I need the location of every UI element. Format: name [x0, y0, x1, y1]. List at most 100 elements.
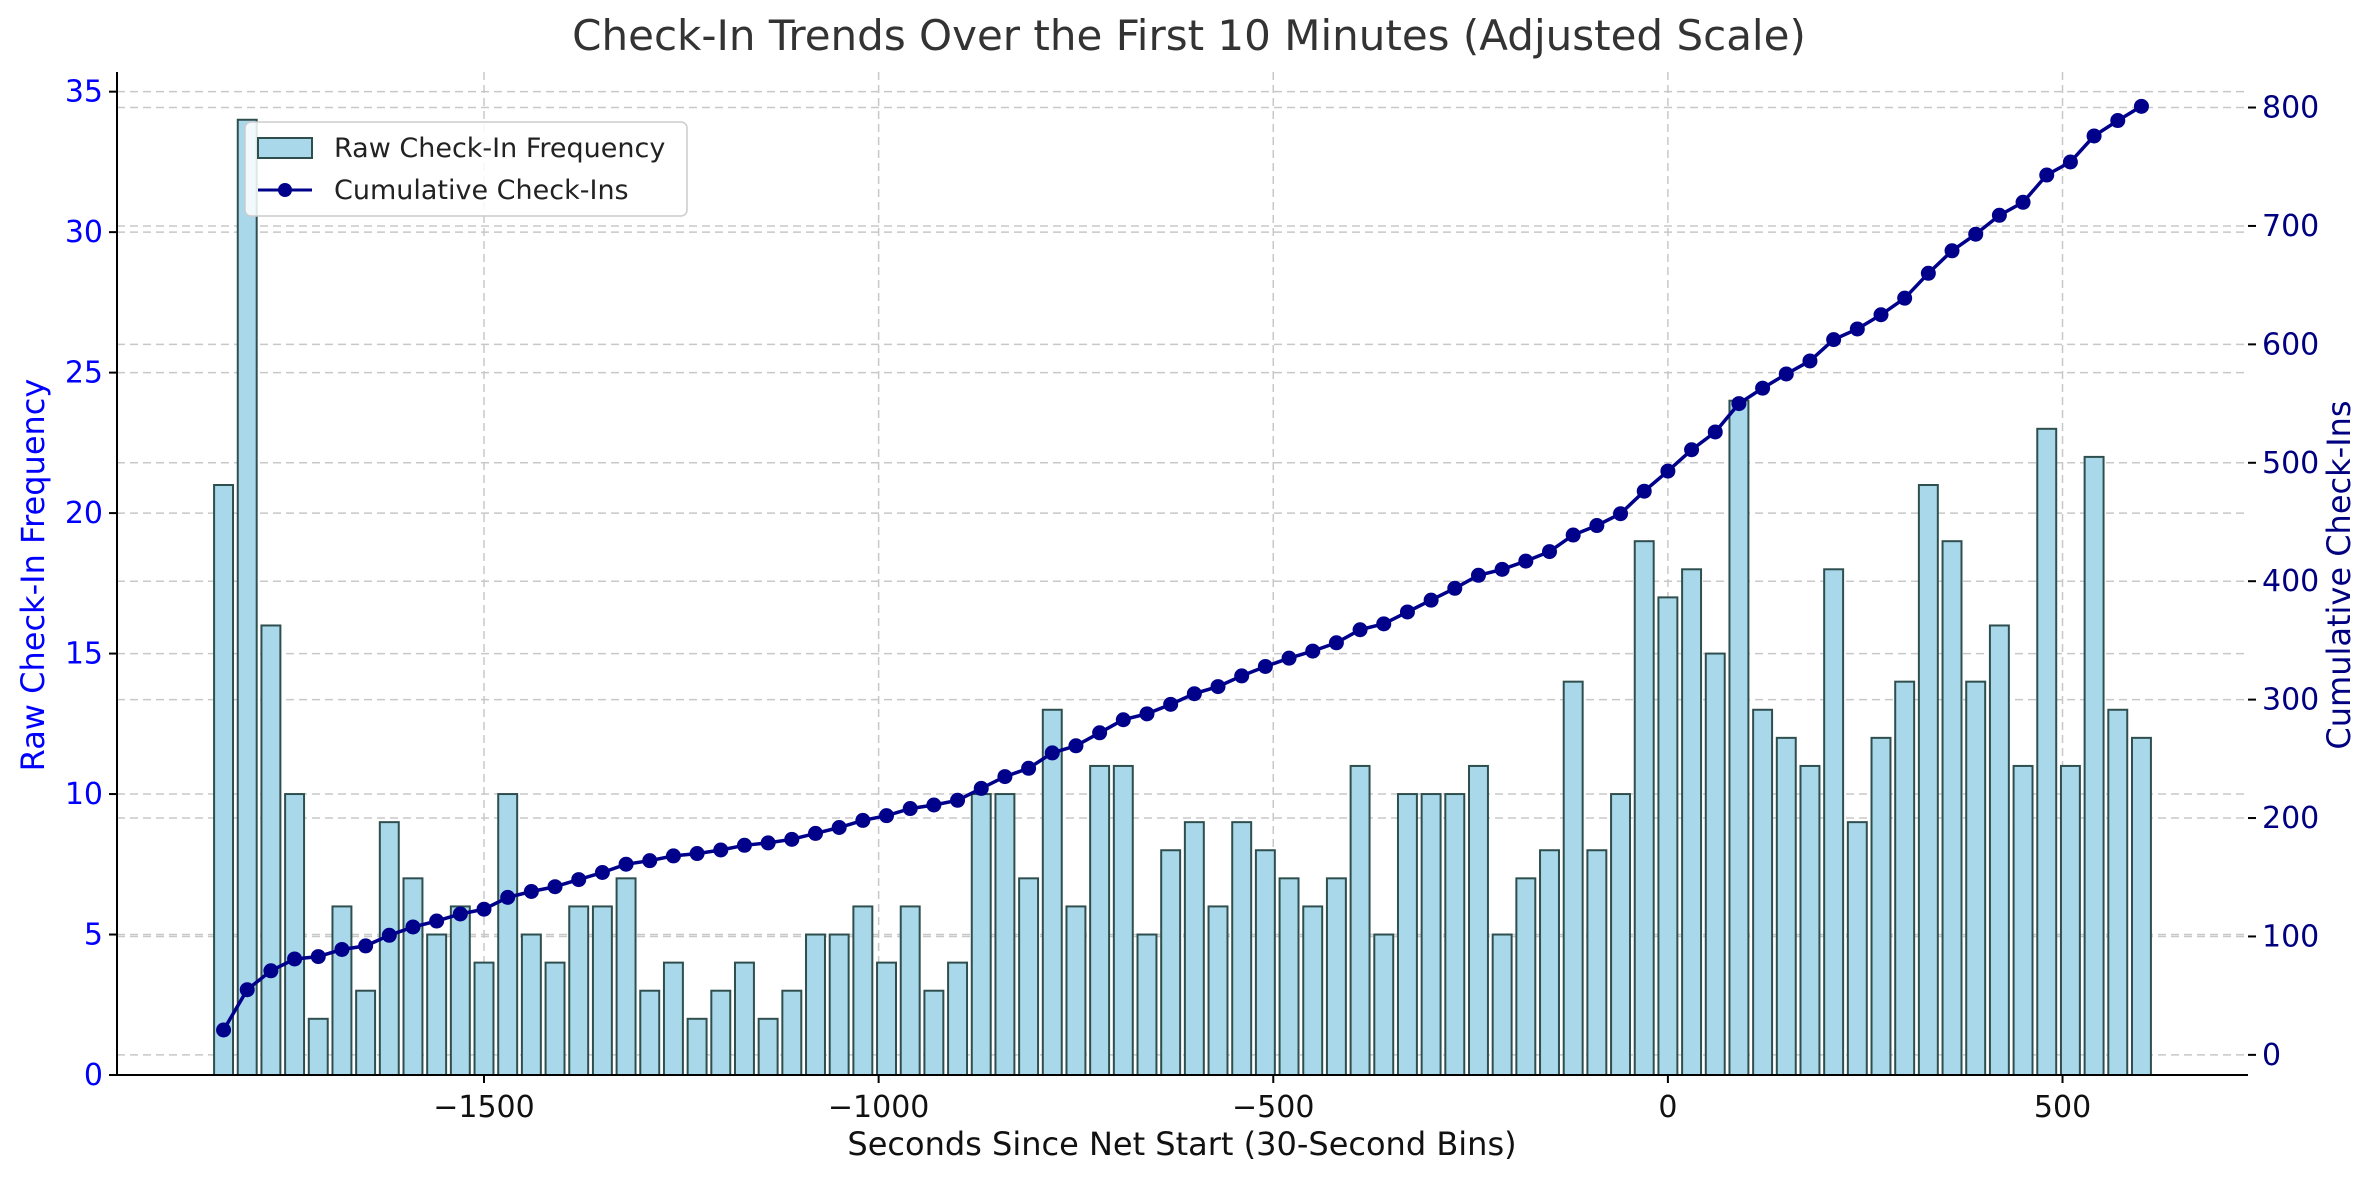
x-tick-label: −1500 — [433, 1090, 534, 1125]
bar — [1752, 708, 1774, 1076]
bar — [1183, 821, 1205, 1077]
cumulative-point — [2086, 128, 2102, 144]
bar — [378, 821, 400, 1077]
bar — [1444, 793, 1466, 1076]
bar — [1846, 821, 1868, 1077]
cumulative-point — [1968, 226, 1984, 242]
legend: Raw Check-In Frequency Cumulative Check-… — [244, 121, 688, 217]
bar — [1988, 624, 2010, 1076]
cumulative-point — [1021, 760, 1037, 776]
bar — [1823, 568, 1845, 1076]
x-axis-label: Seconds Since Net Start (30-Second Bins) — [847, 1125, 1516, 1163]
axes — [116, 72, 2248, 1076]
cumulative-point — [287, 951, 303, 967]
cumulative-point — [1068, 738, 1084, 754]
cumulative-point — [713, 842, 729, 858]
cumulative-point — [381, 927, 397, 943]
cumulative-point — [665, 848, 681, 864]
bar — [426, 933, 448, 1076]
legend-line-marker — [278, 183, 292, 197]
cumulative-point — [1613, 506, 1629, 522]
bar — [781, 989, 803, 1077]
left-tick-label: 0 — [84, 1058, 103, 1093]
right-tick-label: 400 — [2262, 564, 2319, 599]
cumulative-point — [1470, 567, 1486, 583]
bar — [970, 793, 992, 1076]
bar — [876, 961, 897, 1076]
cumulative-point — [571, 872, 587, 888]
x-tick-label: −500 — [1232, 1090, 1314, 1125]
bar — [1775, 736, 1797, 1076]
bar — [1349, 764, 1371, 1076]
bar — [355, 989, 377, 1077]
right-tick-label: 0 — [2262, 1038, 2281, 1073]
cumulative-point — [358, 938, 374, 954]
cumulative-point — [1684, 442, 1700, 458]
bar — [236, 118, 258, 1076]
cumulative-point — [547, 879, 563, 895]
cumulative-point — [1376, 616, 1392, 632]
bar — [1065, 905, 1087, 1077]
cumulative-point — [429, 913, 445, 929]
cumulative-point — [855, 812, 871, 828]
bar — [1041, 708, 1063, 1076]
bar — [1396, 793, 1418, 1076]
legend-box — [244, 121, 688, 217]
right-tick-label: 800 — [2262, 91, 2319, 126]
left-tick-label: 5 — [84, 918, 103, 953]
cumulative-point — [216, 1022, 232, 1038]
right-tick-label: 200 — [2262, 801, 2319, 836]
bar — [331, 905, 353, 1077]
bar — [615, 877, 637, 1076]
bars — [213, 118, 2152, 1077]
left-tick-label: 25 — [65, 356, 103, 391]
cumulative-point — [1092, 725, 1108, 741]
cumulative-point — [1873, 307, 1889, 323]
bar — [473, 961, 495, 1076]
bar — [1325, 877, 1347, 1076]
cumulative-point — [1944, 243, 1960, 259]
bar — [2036, 427, 2058, 1076]
cumulative-point — [500, 889, 516, 905]
bar — [828, 933, 850, 1076]
cumulative-point — [1139, 706, 1155, 722]
right-tick-label: 300 — [2262, 683, 2319, 718]
bar — [1231, 821, 1253, 1077]
cumulative-point — [2015, 194, 2031, 210]
bar — [1539, 849, 1560, 1076]
bar — [1468, 764, 1489, 1076]
bar — [1207, 905, 1229, 1077]
cumulative-point — [2133, 98, 2149, 114]
cumulative-point — [452, 906, 468, 922]
bar — [213, 484, 235, 1076]
bar — [2107, 708, 2129, 1076]
left-tick-label: 35 — [65, 75, 103, 110]
cumulative-point — [879, 808, 895, 824]
cumulative-point — [1044, 745, 1060, 761]
left-tick-label: 20 — [65, 496, 103, 531]
cumulative-point — [1423, 592, 1439, 608]
bar — [1586, 849, 1608, 1076]
bar — [1870, 736, 1892, 1076]
cumulative-point — [1115, 712, 1131, 728]
bar — [1894, 680, 1916, 1077]
cumulative-point — [1399, 604, 1415, 620]
right-axis-ticks: 0 100 200 300 400 500 600 700 800 — [2248, 91, 2319, 1073]
bar — [686, 1017, 708, 1076]
cumulative-point — [1991, 207, 2007, 223]
bar — [1160, 849, 1182, 1076]
bar — [1302, 905, 1324, 1077]
cumulative-point — [405, 919, 421, 935]
cumulative-point — [1897, 290, 1913, 306]
cumulative-point — [523, 883, 539, 899]
bar — [307, 1017, 329, 1076]
bar — [757, 1017, 779, 1076]
right-axis-label: Cumulative Check-Ins — [2320, 400, 2358, 749]
x-axis-ticks: −1500 −1000 −500 0 500 — [433, 1075, 2091, 1125]
cumulative-point — [239, 982, 255, 998]
cumulative-point — [950, 792, 966, 808]
bar — [662, 961, 684, 1076]
grid — [117, 72, 2248, 1076]
cumulative-point — [1186, 686, 1202, 702]
